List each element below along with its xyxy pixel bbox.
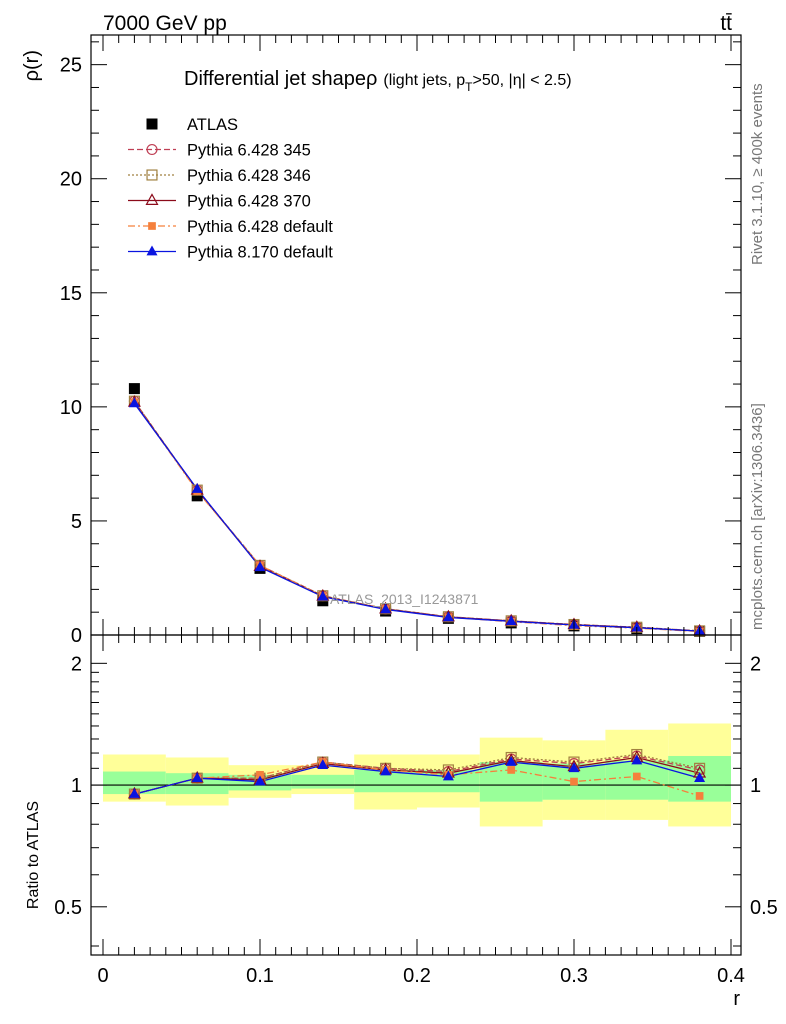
analysis-watermark: ATLAS_2013_I1243871 [330,591,479,607]
legend-marker-p345 [146,143,158,156]
legend-label-p6def: Pythia 6.428 default [187,218,333,236]
ratio-point-p8def-3 [317,759,329,770]
x-tick-label: 0.1 [246,965,274,987]
main-ytick-label: 10 [60,397,82,419]
ratio-frame [90,634,742,956]
ratio-ytick-label-right: 2 [750,653,761,675]
main-ytick-label: 5 [71,511,82,533]
main-point-p8def-8 [631,621,643,632]
legend-label-p346: Pythia 6.428 346 [187,167,311,185]
main-point-p8def-0 [128,397,140,408]
mcplots-label: mcplots.cern.ch [arXiv:1306.3436] [749,403,766,630]
main-ytick-label: 0 [71,625,82,647]
ratio-ytick-label: 1 [71,775,82,797]
ratio-point-p8def-8 [631,754,643,765]
ratio-line-p346 [134,753,700,795]
ratio-point-p8def-5 [442,770,454,781]
ratio-point-p8def-9 [694,772,706,783]
ratio-ytick-label-right: 0.5 [750,897,778,919]
legend-label-p345: Pythia 6.428 345 [187,142,311,160]
ratio-ytick-label: 2 [71,653,82,675]
legend-label-p370: Pythia 6.428 370 [187,193,311,211]
ratio-point-p6def-7 [570,777,578,786]
x-tick-label: 0.4 [717,965,745,987]
legend: ATLAS Pythia 6.428 345 Pythia 6.428 346 Pyt… [128,116,333,262]
main-line-p8def [133,403,700,632]
ratio-band-inner-0 [103,771,166,795]
ratio-line-p8def [134,759,700,795]
ratio-panel: 0.5 0.5 1 1 2 2 0 0.1 0.2 0.3 0.4 Ratio to ATLAS r [25,634,778,1010]
ratio-line-p370 [134,756,700,795]
ratio-ytick-label-right: 1 [750,775,761,797]
main-point-atlas-1 [191,490,203,502]
ratio-point-p6def-6 [507,766,516,774]
x-axis-label: r [733,988,740,1010]
main-ytick-label: 20 [60,169,82,191]
legend-marker-atlas [146,118,158,130]
ratio-point-p8def-2 [254,775,266,786]
header-process: tt̄ [720,12,732,35]
main-point-atlas-0 [128,383,140,395]
legend-marker-p370 [145,193,159,205]
ratio-point-p6def-9 [695,792,704,800]
ratio-point-p8def-4 [380,765,392,776]
x-tick-label: 0.2 [403,965,431,987]
legend-marker-p346 [146,169,158,181]
main-point-p8def-5 [442,611,454,622]
main-ytick-label: 25 [60,55,82,77]
legend-marker-p6def [148,222,156,230]
ratio-point-p8def-1 [191,772,203,783]
ratio-point-p8def-0 [128,788,140,798]
legend-label-p8def: Pythia 8.170 default [187,244,333,262]
x-tick-label: 0.3 [560,965,588,987]
main-y-axis-label: ρ(r) [21,50,43,81]
ratio-point-p8def-7 [568,762,580,773]
main-panel: 0 5 10 15 20 25 ρ(r) Differential jet shapeρ(… [21,34,742,647]
header-energy: 7000 GeV pp [103,12,227,35]
ratio-line-p345 [134,755,700,795]
legend-label-atlas: ATLAS [187,116,238,134]
main-point-p8def-3 [317,590,329,601]
ratio-point-p6def-8 [632,772,641,781]
ratio-ytick-label: 0.5 [54,897,82,919]
ratio-band-inner-4 [354,769,417,793]
main-ytick-label: 15 [60,283,82,305]
rivet-label: Rivet 3.1.10, ≥ 400k events [749,83,766,265]
ratio-point-p6def-2 [256,770,264,779]
ratio-point-p8def-6 [505,755,517,766]
ratio-line-p6def [134,761,700,797]
main-point-p8def-6 [505,615,517,626]
legend-marker-p8def [146,245,158,256]
main-title: Differential jet shapeρ (light jets, pT>5… [184,68,572,94]
main-point-p8def-2 [254,561,266,572]
ratio-y-axis-label: Ratio to ATLAS [25,801,42,909]
ratio-band-inner-3 [291,774,355,789]
main-point-p8def-1 [191,482,203,493]
x-tick-label: 0 [97,965,108,987]
main-point-p8def-4 [380,603,392,614]
